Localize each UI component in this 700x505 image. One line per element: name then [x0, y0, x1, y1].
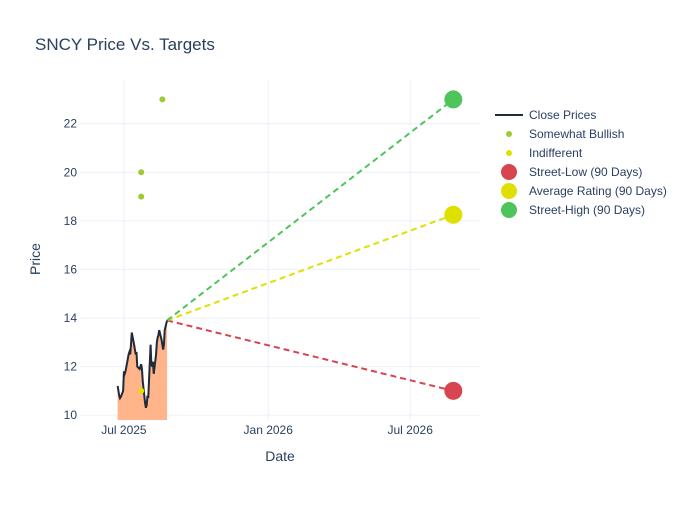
somewhat-bullish-point	[138, 169, 145, 176]
legend-label-somewhat-bullish: Somewhat Bullish	[529, 127, 624, 141]
street-high-target-line	[166, 98, 454, 322]
somewhat-bullish-point	[159, 96, 166, 103]
street-low-target-marker	[444, 381, 463, 400]
y-axis-ticks: 10 12 14 16 18 20 22	[64, 117, 78, 422]
legend: Close Prices Somewhat Bullish Indifferent S…	[495, 108, 667, 218]
y-tick-label: 10	[64, 408, 78, 422]
x-axis-ticks: Jul 2025 Jan 2026 Jul 2026	[101, 423, 433, 437]
average-rating-target-marker	[444, 205, 463, 224]
x-tick-label: Jan 2026	[244, 423, 294, 437]
somewhat-bullish-point	[138, 193, 145, 200]
street-low-target-line	[166, 319, 454, 392]
y-tick-label: 18	[64, 214, 78, 228]
y-tick-label: 22	[64, 117, 78, 131]
indifferent-point	[138, 387, 145, 394]
y-tick-label: 20	[64, 165, 78, 179]
legend-label-street-low: Street-Low (90 Days)	[529, 165, 642, 179]
legend-label-indifferent: Indifferent	[529, 146, 583, 160]
y-tick-label: 14	[64, 311, 78, 325]
target-markers	[444, 90, 463, 400]
average-rating-target-line	[166, 213, 454, 322]
close-price-fill	[117, 320, 168, 420]
legend-label-average-rating: Average Rating (90 Days)	[529, 184, 667, 198]
x-tick-label: Jul 2026	[388, 423, 434, 437]
y-tick-label: 16	[64, 262, 78, 276]
x-axis-title: Date	[265, 448, 295, 464]
close-price-path	[116, 320, 169, 409]
rating-markers	[138, 96, 166, 394]
legend-swatch-average-rating	[501, 183, 517, 199]
y-axis-title: Price	[27, 243, 43, 275]
legend-swatch-street-high	[501, 202, 517, 218]
y-tick-label: 12	[64, 360, 78, 374]
legend-label-street-high: Street-High (90 Days)	[529, 203, 645, 217]
grid	[80, 80, 480, 420]
chart-title: SNCY Price Vs. Targets	[35, 35, 215, 54]
legend-swatch-indifferent	[506, 150, 512, 156]
legend-label-close-prices: Close Prices	[529, 108, 596, 122]
close-price-line	[116, 320, 169, 409]
legend-swatch-somewhat-bullish	[506, 131, 512, 137]
target-lines	[166, 98, 454, 392]
street-high-target-marker	[444, 90, 463, 109]
close-price-area	[117, 320, 168, 420]
x-tick-label: Jul 2025	[101, 423, 147, 437]
legend-swatch-street-low	[501, 164, 517, 180]
